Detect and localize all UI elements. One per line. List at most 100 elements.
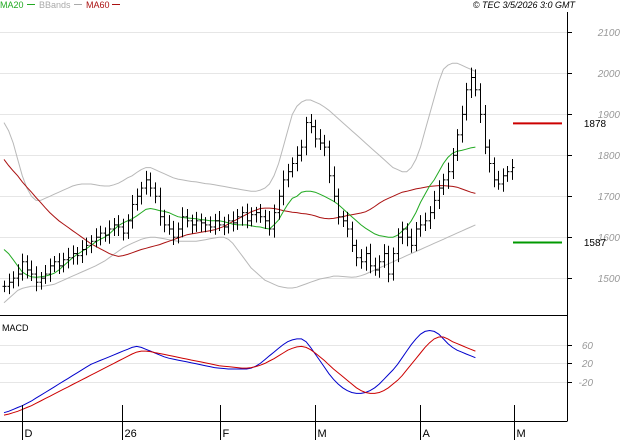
price-bar	[313, 119, 318, 148]
price-bar	[437, 180, 442, 209]
time-tick-label: A	[423, 428, 431, 440]
price-bar	[267, 210, 272, 236]
price-bar	[153, 182, 158, 204]
price-bar	[16, 264, 21, 287]
price-bar	[400, 221, 405, 245]
price-bar	[405, 223, 410, 247]
price-bar	[327, 140, 332, 184]
price-bar	[473, 69, 478, 97]
legend: MA20 BBands MA60 © TEC 3/5/2026 3:0 GMT	[0, 0, 576, 10]
time-tick-label: D	[25, 428, 33, 440]
price-bar	[126, 214, 131, 239]
macd-lines	[3, 329, 476, 416]
price-bar	[469, 67, 474, 98]
price-bars	[2, 67, 515, 295]
price-bar	[492, 157, 497, 188]
price-tick-label: 1600	[598, 233, 621, 244]
macd-tick-label: 20	[581, 359, 594, 370]
price-bar	[478, 83, 483, 123]
price-tick-label: 1800	[598, 151, 621, 162]
price-bar	[103, 227, 108, 242]
price-bar	[190, 214, 195, 234]
price-bar	[185, 208, 190, 228]
price-bar	[309, 113, 314, 134]
price-bar	[130, 195, 135, 229]
ma20-line	[3, 146, 476, 278]
price-bar	[455, 129, 460, 162]
price-bar	[43, 265, 48, 284]
price-bar	[286, 163, 291, 188]
price-bar	[332, 166, 337, 202]
price-bar	[222, 216, 227, 236]
ma60-path	[3, 159, 476, 257]
price-bar	[350, 221, 355, 252]
price-bar	[25, 255, 30, 279]
level-label: 1878	[584, 119, 607, 130]
macd-line	[3, 329, 476, 414]
price-bar	[396, 228, 401, 263]
price-bar	[432, 190, 437, 220]
price-bar	[409, 228, 414, 253]
price-bar	[441, 173, 446, 196]
time-axis: D 26 F M A M	[22, 405, 526, 440]
price-bar	[277, 189, 282, 220]
price-bar	[203, 217, 208, 233]
price-bar	[20, 253, 25, 281]
price-bar	[235, 208, 240, 230]
price-bar	[487, 139, 492, 173]
price-tick-label: 1900	[598, 110, 621, 121]
price-bar	[304, 116, 309, 156]
price-bar	[7, 273, 12, 295]
bollinger-bands	[3, 62, 476, 304]
price-bar	[446, 162, 451, 189]
price-bar	[336, 188, 341, 225]
price-bar	[382, 244, 387, 268]
price-bar	[167, 215, 172, 235]
price-bar	[464, 82, 469, 121]
price-levels: 1878 1587	[513, 119, 607, 249]
price-bar	[84, 237, 89, 256]
price-bar	[359, 249, 364, 269]
price-bar	[148, 172, 153, 197]
price-bar	[34, 266, 39, 292]
price-bar	[171, 220, 176, 245]
legend-ma60-label: MA60	[86, 0, 110, 10]
price-tick-label: 1500	[598, 274, 621, 285]
price-bar	[418, 215, 423, 237]
legend-ma20-label: MA20	[0, 0, 24, 10]
price-bar	[245, 203, 250, 229]
price-bar	[162, 209, 167, 233]
price-bar	[199, 213, 204, 232]
price-bar	[460, 105, 465, 143]
price-bar	[386, 245, 391, 283]
price-bar	[299, 139, 304, 162]
price-bar	[52, 256, 57, 273]
time-tick-label: M	[517, 428, 526, 440]
price-bar	[231, 211, 236, 232]
price-bar	[295, 146, 300, 172]
price-bar	[121, 218, 126, 241]
price-bar	[345, 211, 350, 238]
price-bar	[75, 247, 80, 265]
ma20-path	[3, 146, 476, 278]
price-bar	[341, 210, 346, 227]
price-bar	[66, 247, 71, 269]
price-bar	[29, 260, 34, 282]
macd-title: MACD	[2, 323, 29, 333]
price-bar	[263, 209, 268, 230]
price-bar	[208, 216, 213, 233]
price-bar	[501, 168, 506, 192]
time-tick-label: 26	[125, 428, 137, 440]
price-bar	[505, 165, 510, 182]
price-tick-label: 2100	[597, 28, 621, 39]
price-bar	[39, 272, 44, 290]
price-bar	[107, 220, 112, 244]
price-bar	[11, 271, 16, 289]
price-bar	[2, 280, 7, 293]
price-bar	[194, 211, 199, 232]
price-bar	[116, 215, 121, 236]
price-bar	[258, 204, 263, 223]
price-bar	[414, 222, 419, 252]
price-bar	[98, 225, 103, 246]
